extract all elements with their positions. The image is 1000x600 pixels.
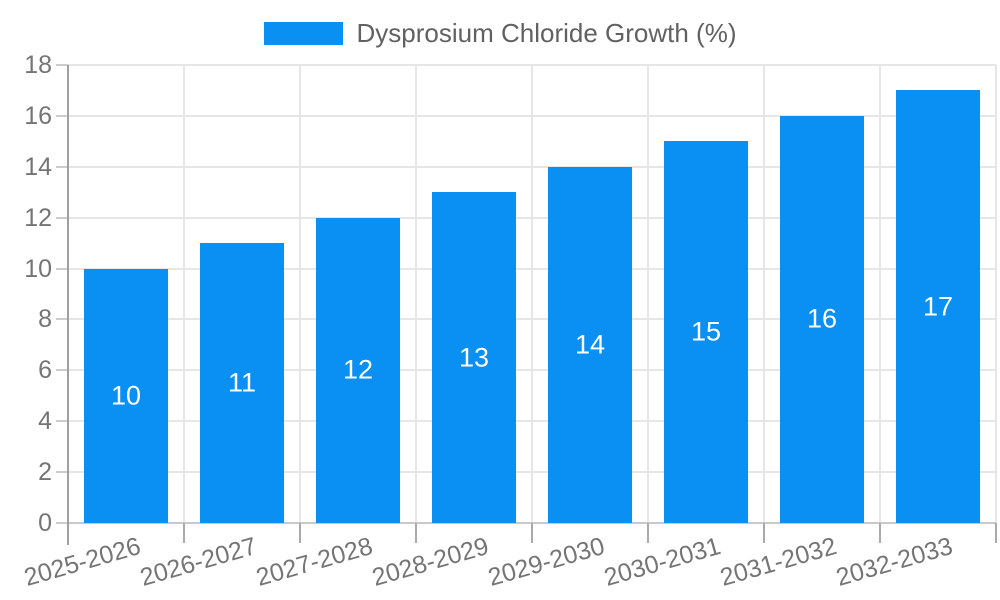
x-axis-tick bbox=[415, 523, 417, 543]
y-axis-tick bbox=[56, 522, 68, 524]
x-tick-label: 2028-2029 bbox=[369, 532, 492, 592]
x-axis-tick bbox=[763, 523, 765, 543]
y-tick-label: 2 bbox=[38, 458, 52, 487]
x-tick-label: 2029-2030 bbox=[485, 532, 608, 592]
y-axis-tick bbox=[56, 420, 68, 423]
x-tick-label: 2025-2026 bbox=[21, 532, 144, 592]
x-axis-tick bbox=[183, 523, 185, 543]
x-axis-tick bbox=[647, 523, 649, 543]
y-tick-label: 0 bbox=[38, 509, 52, 537]
bar-value-label: 13 bbox=[458, 342, 490, 373]
bar[interactable] bbox=[548, 166, 632, 523]
gridline-horizontal bbox=[68, 471, 996, 474]
x-tick-label: 2030-2031 bbox=[601, 532, 724, 592]
gridline-vertical bbox=[299, 65, 301, 523]
y-tick-label: 4 bbox=[38, 407, 52, 436]
x-tick-label: 2031-2032 bbox=[717, 532, 840, 592]
bar[interactable] bbox=[896, 90, 980, 523]
bar-value-label: 10 bbox=[110, 380, 142, 411]
gridline-vertical bbox=[995, 65, 997, 523]
y-axis-tick bbox=[56, 165, 68, 168]
x-axis-tick bbox=[879, 523, 881, 543]
x-tick-label: 2026-2027 bbox=[137, 532, 260, 592]
x-axis-tick bbox=[531, 523, 533, 543]
y-tick-label: 18 bbox=[24, 51, 52, 79]
y-tick-label: 6 bbox=[38, 356, 52, 385]
bar-value-label: 12 bbox=[342, 354, 374, 385]
gridline-horizontal bbox=[68, 267, 996, 270]
y-tick-label: 16 bbox=[24, 101, 52, 130]
legend-label: Dysprosium Chloride Growth (%) bbox=[356, 18, 737, 48]
bar[interactable] bbox=[316, 217, 400, 523]
gridline-horizontal bbox=[68, 318, 996, 321]
bar[interactable] bbox=[432, 192, 516, 523]
legend-item[interactable]: Dysprosium Chloride Growth (%) bbox=[0, 18, 1000, 49]
gridline-vertical bbox=[763, 65, 765, 523]
gridline-vertical bbox=[183, 65, 185, 523]
bar-value-label: 11 bbox=[227, 367, 257, 398]
y-axis-line bbox=[67, 65, 69, 545]
y-axis-tick bbox=[56, 216, 68, 219]
y-axis-tick bbox=[56, 64, 68, 66]
gridline-vertical bbox=[647, 65, 649, 523]
gridline-vertical bbox=[531, 65, 533, 523]
bar[interactable] bbox=[780, 115, 864, 523]
bar-value-label: 16 bbox=[806, 303, 838, 334]
x-axis-tick bbox=[995, 523, 997, 543]
gridline-horizontal bbox=[68, 64, 996, 66]
y-tick-label: 10 bbox=[24, 254, 52, 283]
gridline-vertical bbox=[415, 65, 417, 523]
legend-swatch bbox=[263, 22, 343, 45]
y-axis-tick bbox=[56, 318, 68, 321]
bar[interactable] bbox=[200, 243, 284, 523]
x-axis-tick bbox=[299, 523, 301, 543]
y-tick-label: 12 bbox=[24, 203, 52, 232]
y-tick-label: 8 bbox=[38, 305, 52, 334]
gridline-horizontal bbox=[68, 114, 996, 117]
bar-value-label: 17 bbox=[922, 291, 954, 322]
y-axis-tick bbox=[56, 267, 68, 270]
x-tick-label: 2027-2028 bbox=[253, 532, 376, 592]
y-axis-tick bbox=[56, 114, 68, 117]
bar[interactable] bbox=[84, 268, 168, 523]
bar-value-label: 14 bbox=[574, 329, 606, 360]
gridline-horizontal bbox=[68, 216, 996, 219]
y-tick-label: 14 bbox=[24, 152, 52, 181]
gridline-horizontal bbox=[68, 165, 996, 168]
bar[interactable] bbox=[664, 141, 748, 523]
gridline-horizontal bbox=[68, 420, 996, 423]
gridline-horizontal bbox=[68, 369, 996, 372]
gridline-vertical bbox=[879, 65, 881, 523]
bar-value-label: 15 bbox=[690, 316, 722, 347]
y-axis-tick bbox=[56, 471, 68, 474]
y-axis-tick bbox=[56, 369, 68, 372]
x-tick-label: 2032-2033 bbox=[833, 532, 956, 592]
